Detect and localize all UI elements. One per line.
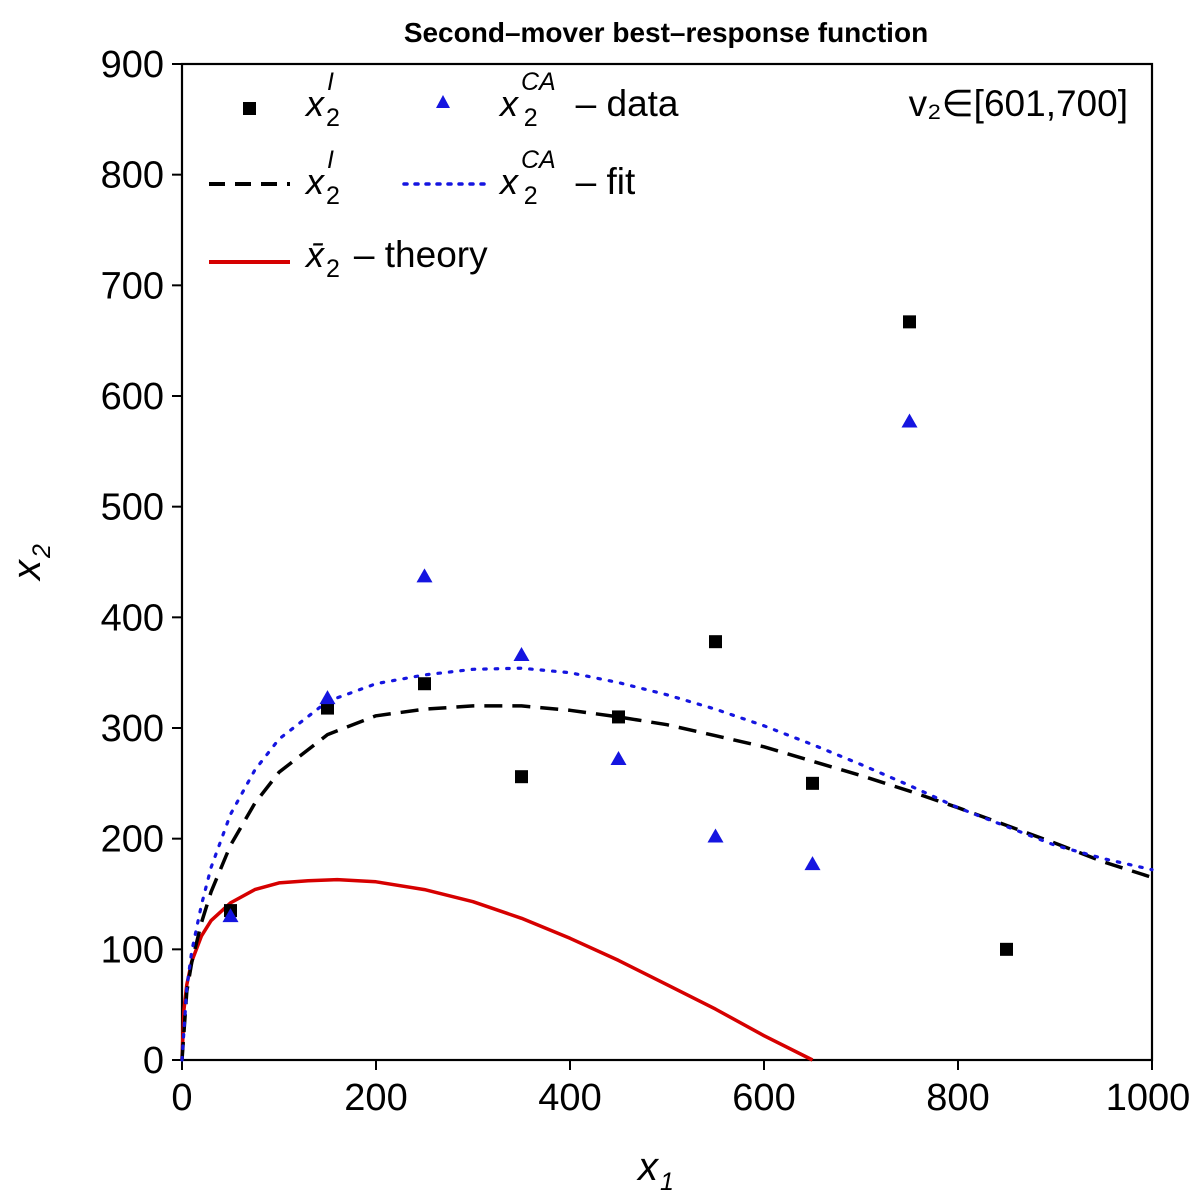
legend: xI 2 xCA 2– data xI 2 xCA 2– fit x̄2– theory (209, 68, 679, 283)
data-point-triangle (319, 690, 336, 705)
legend-entry-x2-CA-data: xCA 2– data (436, 68, 679, 132)
series-line-x2_CA_fit (180, 666, 1154, 1062)
data-point-triangle (513, 646, 530, 661)
legend-entry-x2-I-data: xI 2 (243, 68, 340, 132)
data-point-square (418, 677, 431, 691)
y-axis-label-sub: 2 (28, 544, 56, 559)
data-point-square (321, 701, 334, 715)
legend-entry-x2-I-fit: xI 2 (209, 146, 340, 210)
y-tick-label: 500 (101, 487, 164, 529)
data-point-triangle (707, 828, 724, 843)
x-tick-label: 600 (732, 1077, 795, 1119)
y-tick-label: 100 (101, 929, 164, 971)
y-tick-label: 300 (101, 708, 164, 750)
x-tick-label: 400 (538, 1077, 601, 1119)
y-tick-label: 800 (101, 155, 164, 197)
y-tick-label: 600 (101, 376, 164, 418)
y-tick-label: 0 (143, 1040, 164, 1082)
data-point-triangle (901, 413, 918, 428)
legend-label: xI 2 (304, 68, 340, 132)
y-tick-label: 900 (101, 44, 164, 86)
data-point-square (806, 776, 819, 790)
y-tick-label: 700 (101, 265, 164, 307)
x-axis-ticks: 0 200 400 600 800 1000 (171, 1060, 1190, 1119)
data-point-square (1000, 942, 1013, 956)
legend-entry-x2-CA-fit: xCA 2– fit (402, 146, 636, 210)
x-tick-label: 0 (171, 1077, 192, 1119)
series-line-x2_bar_theory (180, 877, 814, 1062)
y-axis-label: x2 (5, 544, 56, 582)
y-axis-ticks: 0 100 200 300 400 500 600 700 800 900 (101, 44, 182, 1082)
legend-label: xCA 2– data (498, 68, 679, 132)
plot-frame (180, 62, 1154, 1062)
data-point-square (903, 315, 916, 329)
x-tick-label: 200 (344, 1077, 407, 1119)
legend-square-marker (243, 102, 256, 115)
parameter-annotation: v₂∈[601,700] (909, 83, 1128, 124)
legend-entry-x2-theory: x̄2– theory (209, 234, 488, 283)
legend-triangle-marker (436, 95, 450, 108)
data-point-triangle (610, 750, 627, 765)
x-axis-label-sub: 1 (660, 1168, 674, 1196)
chart-title: Second–mover best–response function (404, 17, 928, 48)
data-point-square (515, 770, 528, 784)
data-point-triangle (222, 908, 239, 923)
legend-label: x̄2– theory (304, 234, 488, 283)
x-tick-label: 800 (926, 1077, 989, 1119)
legend-label: xCA 2– fit (498, 146, 636, 210)
data-point-triangle (804, 856, 821, 871)
y-tick-label: 400 (101, 597, 164, 639)
data-point-square (709, 635, 722, 649)
legend-label: xI 2 (304, 146, 340, 210)
x-axis-label: x1 (636, 1145, 674, 1196)
data-markers (222, 315, 1013, 956)
series-line-x2_I_fit (180, 704, 1153, 1061)
y-tick-label: 200 (101, 819, 164, 861)
data-point-square (612, 710, 625, 724)
x-tick-label: 1000 (1106, 1077, 1191, 1119)
fit-curves (180, 666, 1154, 1062)
data-point-triangle (416, 568, 433, 583)
